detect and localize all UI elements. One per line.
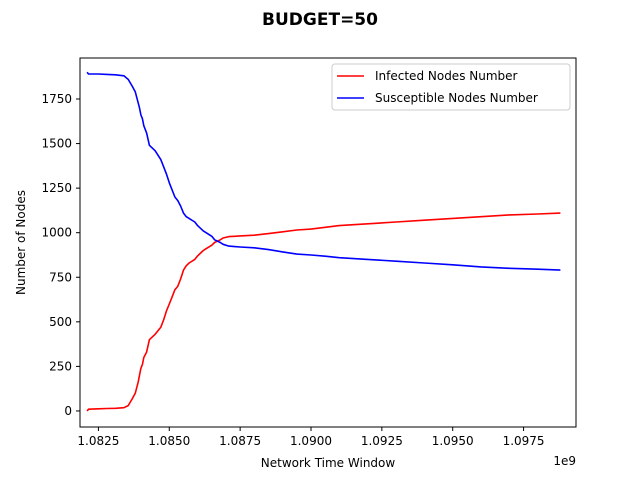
legend-entry-label: Susceptible Nodes Number: [375, 91, 538, 105]
y-tick-label: 750: [49, 270, 72, 284]
legend: Infected Nodes Number Susceptible Nodes N…: [331, 63, 571, 111]
y-tick-label: 1250: [41, 181, 72, 195]
x-tick-label: 1.0875: [219, 434, 261, 448]
x-tick-label: 1.0975: [503, 434, 545, 448]
y-axis-label: Number of Nodes: [14, 190, 28, 295]
y-tick-label: 1750: [41, 92, 72, 106]
y-axis: 0 250 500 750 1000 1250 1500 1750: [41, 92, 80, 418]
x-tick-label: 1.0925: [361, 434, 403, 448]
x-tick-label: 1.0850: [148, 434, 190, 448]
x-axis-label: Network Time Window: [261, 456, 396, 470]
y-tick-label: 250: [49, 359, 72, 373]
legend-entry-label: Infected Nodes Number: [375, 69, 518, 83]
chart-title: BUDGET=50: [262, 10, 378, 30]
x-tick-label: 1.0950: [432, 434, 474, 448]
series-line-susceptible: [86, 71, 561, 271]
plot-frame: [79, 57, 577, 428]
y-tick-label: 0: [64, 404, 72, 418]
series-line-infected: [86, 212, 561, 412]
legend-box: [331, 63, 571, 111]
y-tick-label: 1000: [41, 226, 72, 240]
y-tick-label: 500: [49, 315, 72, 329]
plot-area: [86, 71, 561, 412]
x-offset-label: 1e9: [553, 454, 576, 468]
x-axis: 1.0825 1.0850 1.0875 1.0900 1.0925 1.0950 1.09…: [77, 427, 545, 448]
y-tick-label: 1500: [41, 137, 72, 151]
x-tick-label: 1.0900: [290, 434, 332, 448]
x-tick-label: 1.0825: [77, 434, 119, 448]
